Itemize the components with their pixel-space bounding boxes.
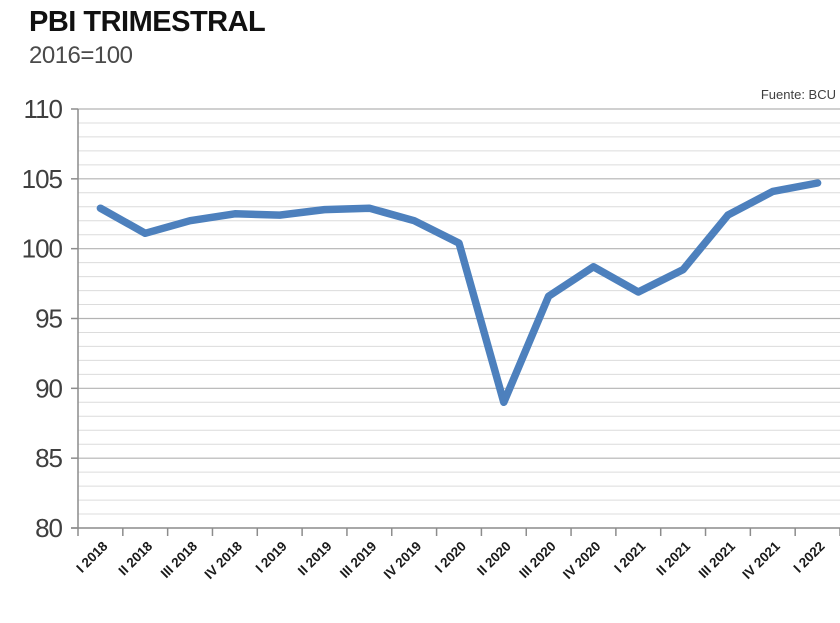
chart-title: PBI TRIMESTRAL bbox=[29, 6, 266, 38]
y-tick-label: 90 bbox=[35, 373, 62, 403]
x-tick-label: I 2021 bbox=[611, 538, 648, 575]
x-tick-label: I 2020 bbox=[432, 539, 469, 576]
x-tick-label: IV 2018 bbox=[201, 538, 245, 582]
x-tick-label: IV 2019 bbox=[381, 539, 425, 583]
chart-subtitle: 2016=100 bbox=[29, 42, 133, 69]
x-tick-label: I 2018 bbox=[73, 538, 110, 575]
source-note: Fuente: BCU bbox=[760, 87, 836, 102]
x-tick-label: III 2019 bbox=[337, 539, 379, 581]
x-tick-label: I 2022 bbox=[791, 539, 828, 576]
pbi-data-line bbox=[96, 179, 822, 407]
x-tick-label: III 2018 bbox=[158, 538, 201, 581]
x-tick-label: I 2019 bbox=[253, 539, 290, 576]
x-tick-label: II 2021 bbox=[653, 538, 693, 578]
x-tick-label: II 2019 bbox=[295, 539, 335, 579]
x-tick-label: III 2021 bbox=[696, 538, 739, 581]
x-tick-label: II 2020 bbox=[474, 539, 514, 579]
y-tick-label: 100 bbox=[22, 234, 63, 264]
x-tick-label: IV 2020 bbox=[560, 539, 604, 583]
y-tick-label: 85 bbox=[35, 443, 62, 473]
x-tick-label: III 2020 bbox=[516, 539, 558, 581]
y-tick-label: 105 bbox=[22, 164, 63, 194]
y-tick-label: 95 bbox=[35, 304, 62, 334]
y-tick-label: 110 bbox=[24, 94, 63, 124]
x-tick-label: IV 2021 bbox=[739, 538, 783, 582]
y-tick-label: 80 bbox=[35, 513, 62, 543]
x-tick-label: II 2018 bbox=[116, 538, 156, 578]
